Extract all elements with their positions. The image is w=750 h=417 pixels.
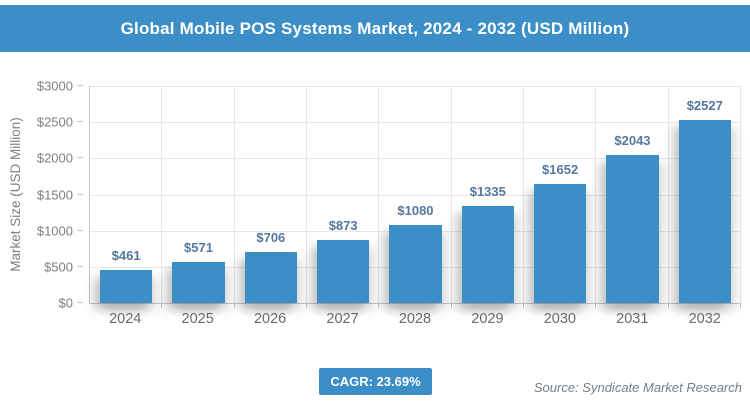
x-tick-mark [522,303,524,308]
y-tick-label: $3000 [36,78,73,94]
bar [172,261,225,303]
chart-title-bar: Global Mobile POS Systems Market, 2024 -… [0,5,750,52]
x-tick-label: 2026 [253,311,287,327]
y-tick-label: $2000 [36,150,73,166]
y-tick-mark [77,121,83,123]
bar [678,120,731,303]
x-tick-label: 2028 [398,311,432,327]
y-axis-tick-labels: $0 $500 $1000 $1500 $2000 $2500 $3000 [0,79,83,311]
y-tick-label: $0 [58,295,73,311]
bar [100,269,153,303]
bar [606,155,659,303]
bar-value-label: $1335 [469,184,506,200]
bar [461,206,514,303]
bar-value-label: $2527 [686,98,723,114]
bar-value-label: $873 [328,217,358,233]
x-tick-label: 2029 [471,311,504,327]
v-gridline [740,86,741,303]
cagr-badge-label: CAGR: 23.69% [330,374,421,389]
x-tick-label: 2031 [616,311,649,327]
y-tick-mark [77,229,83,231]
bar-column: $571 [162,86,234,303]
x-tick-mark [161,303,163,308]
h-gridline [90,122,741,124]
x-tick-label: 2027 [326,311,359,327]
bar-column: $2527 [669,86,741,303]
plot-area: $461 $571 $706 $873 $1080 $1335 $1652 $2043 $252… [89,86,741,308]
y-tick-mark [77,193,83,195]
y-tick-label: $500 [44,259,73,275]
x-tick-mark [740,303,741,308]
bar-value-label: $2043 [614,133,651,149]
bar [389,224,442,303]
x-tick-mark [378,303,380,308]
source-note: Source: Syndicate Market Research [533,380,742,395]
v-gridline [305,86,307,303]
v-gridline [161,86,163,303]
bar-value-label: $1080 [397,202,434,218]
x-tick-mark [667,303,669,308]
bar-column: $873 [307,86,379,303]
v-gridline [522,86,524,303]
v-gridline [233,86,235,303]
y-tick-mark [77,157,83,159]
bar [317,239,370,303]
h-gridline [90,86,741,87]
bar-column: $1335 [452,86,524,303]
x-tick-label: 2024 [109,311,142,327]
bar-column: $461 [90,86,162,303]
bar-column: $1652 [524,86,596,303]
y-tick-mark [77,302,83,303]
bar-value-label: $706 [256,229,286,245]
bar-column: $706 [235,86,307,303]
cagr-badge: CAGR: 23.69% [319,368,432,395]
bar-value-label: $1652 [542,161,579,177]
x-axis-tick-labels: 2024 2025 2026 2027 2028 2029 2030 2031 2032 [89,311,741,331]
bar-value-label: $571 [184,239,213,255]
bar [244,251,297,303]
x-tick-mark [450,303,452,308]
y-tick-label: $1500 [36,187,73,202]
bar-column: $1080 [379,86,451,303]
x-tick-mark [595,303,597,308]
h-gridline [90,194,741,196]
v-gridline [450,86,452,303]
chart-title: Global Mobile POS Systems Market, 2024 -… [120,18,630,38]
x-tick-label: 2032 [688,311,721,327]
bar-column: $2043 [596,86,668,303]
y-tick-label: $1000 [36,223,73,239]
x-tick-label: 2030 [543,311,576,327]
v-gridline [595,86,597,303]
x-tick-label: 2025 [181,311,214,327]
y-tick-mark [77,85,83,86]
bar [534,183,587,303]
bar-columns: $461 $571 $706 $873 $1080 $1335 $1652 $2043 $252… [90,86,741,303]
bar-value-label: $461 [111,247,141,263]
x-tick-mark [233,303,235,308]
y-tick-label: $2500 [36,114,73,130]
h-gridline [90,158,741,160]
x-tick-mark [305,303,307,308]
v-gridline [667,86,669,303]
y-tick-mark [77,265,83,267]
v-gridline [378,86,380,303]
